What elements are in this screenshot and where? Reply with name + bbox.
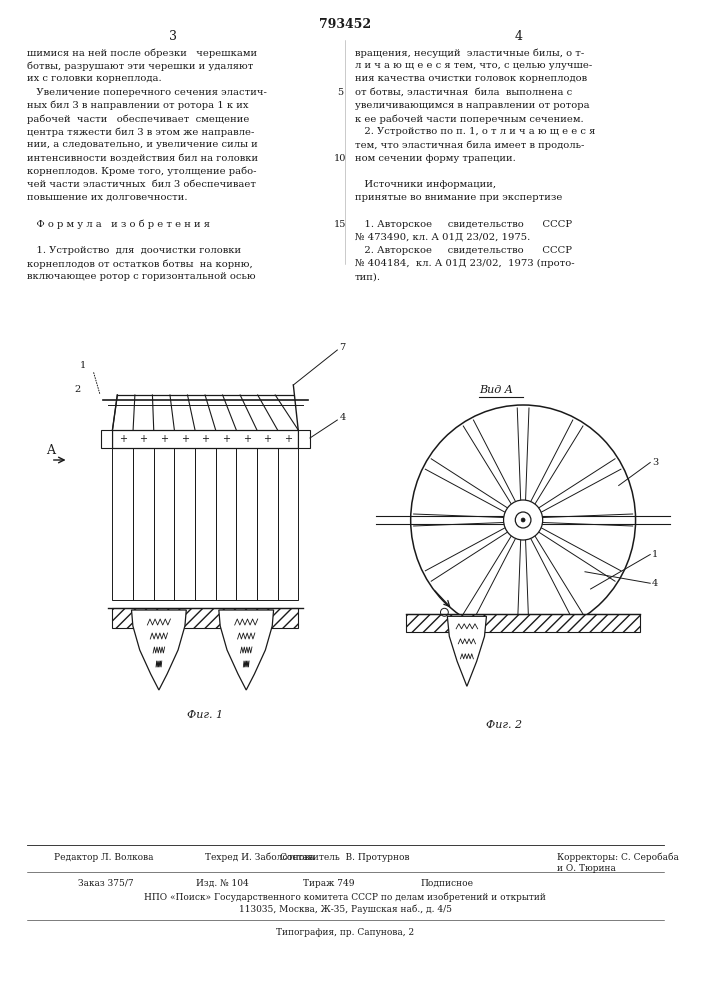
Bar [257,448,278,600]
Text: 1: 1 [80,360,86,369]
Text: A: A [47,444,55,456]
Text: шимися на ней после обрезки   черешками: шимися на ней после обрезки черешками [28,48,257,57]
Text: Подписное: Подписное [421,879,474,888]
Text: 113035, Москва, Ж-35, Раушская наб., д. 4/5: 113035, Москва, Ж-35, Раушская наб., д. … [239,904,452,914]
Bar [112,448,133,600]
Text: 1. Авторское     свидетельство      СССР: 1. Авторское свидетельство СССР [355,220,572,229]
Text: Ф о р м у л а   и з о б р е т е н и я: Ф о р м у л а и з о б р е т е н и я [28,220,211,229]
Text: л и ч а ю щ е е с я тем, что, с целью улучше-: л и ч а ю щ е е с я тем, что, с целью ул… [355,61,592,70]
Text: 1: 1 [652,550,658,559]
Text: 4: 4 [652,579,658,588]
Text: ных бил 3 в направлении от ротора 1 к их: ных бил 3 в направлении от ротора 1 к их [28,101,249,110]
Text: № 473490, кл. А 01Д 23/02, 1975.: № 473490, кл. А 01Д 23/02, 1975. [355,233,530,242]
Bar [195,448,216,600]
Text: 2: 2 [74,385,80,394]
Text: Фиг. 1: Фиг. 1 [187,710,223,720]
Text: +: + [284,434,292,444]
Text: тип).: тип). [355,272,381,281]
Text: их с головки корнеплода.: их с головки корнеплода. [28,74,162,83]
Polygon shape [448,616,486,686]
Text: 2. Авторское     свидетельство      СССР: 2. Авторское свидетельство СССР [355,246,572,255]
Text: Увеличение поперечного сечения эластич-: Увеличение поперечного сечения эластич- [28,88,267,97]
Text: +: + [263,434,271,444]
Text: ном сечении форму трапеции.: ном сечении форму трапеции. [355,154,515,163]
Text: № 404184,  кл. А 01Д 23/02,  1973 (прото-: № 404184, кл. А 01Д 23/02, 1973 (прото- [355,259,575,268]
Bar [278,448,298,600]
Text: +: + [181,434,189,444]
Text: Вид A: Вид A [479,385,513,395]
Bar [298,430,310,448]
Text: вращения, несущий  эластичные билы, о т-: вращения, несущий эластичные билы, о т- [355,48,584,57]
Text: +: + [139,434,148,444]
Text: к ее рабочей части поперечным сечением.: к ее рабочей части поперечным сечением. [355,114,583,123]
Bar [133,448,153,600]
Bar [153,448,175,600]
Text: Составитель  В. Протурнов: Составитель В. Протурнов [281,853,410,862]
Text: 4: 4 [514,30,522,43]
Text: Тираж 749: Тираж 749 [303,879,355,888]
Text: НПО «Поиск» Государственного комитета СССР по делам изобретений и открытий: НПО «Поиск» Государственного комитета СС… [144,892,546,902]
Text: 7: 7 [339,342,346,352]
Text: нии, а следовательно, и увеличение силы и: нии, а следовательно, и увеличение силы … [28,140,258,149]
Text: 1. Устройство  для  доочистки головки: 1. Устройство для доочистки головки [28,246,242,255]
Text: тем, что эластичная била имеет в продоль-: тем, что эластичная била имеет в продоль… [355,140,584,150]
Bar [112,430,298,448]
Circle shape [521,518,525,522]
Circle shape [515,512,531,528]
Bar [112,608,298,628]
Text: Источники информации,: Источники информации, [355,180,496,189]
Text: и О. Тюрина: и О. Тюрина [557,864,617,873]
Text: 3: 3 [169,30,177,43]
Text: повышение их долговечности.: повышение их долговечности. [28,193,188,202]
Text: интенсивности воздействия бил на головки: интенсивности воздействия бил на головки [28,154,259,163]
Text: 2. Устройство по п. 1, о т л и ч а ю щ е е с я: 2. Устройство по п. 1, о т л и ч а ю щ е… [355,127,595,136]
Text: Техред И. Заболотнова: Техред И. Заболотнова [205,853,315,862]
Text: увеличивающимся в направлении от ротора: увеличивающимся в направлении от ротора [355,101,590,110]
Text: 15: 15 [334,220,346,229]
Text: корнеплодов от остатков ботвы  на корню,: корнеплодов от остатков ботвы на корню, [28,259,253,269]
Text: Изд. № 104: Изд. № 104 [196,879,248,888]
Text: +: + [119,434,127,444]
Text: Редактор Л. Волкова: Редактор Л. Волкова [54,853,153,862]
Text: 10: 10 [334,154,346,163]
Text: Типография, пр. Сапунова, 2: Типография, пр. Сапунова, 2 [276,928,414,937]
Polygon shape [219,610,274,690]
Text: от ботвы, эластичная  била  выполнена с: от ботвы, эластичная била выполнена с [355,88,572,97]
Text: +: + [222,434,230,444]
Text: Корректоры: С. Серобаба: Корректоры: С. Серобаба [557,853,679,862]
Text: рабочей  части   обеспечивает  смещение: рабочей части обеспечивает смещение [28,114,250,123]
Text: Фиг. 2: Фиг. 2 [486,720,522,730]
Text: Заказ 375/7: Заказ 375/7 [78,879,134,888]
Text: корнеплодов. Кроме того, утолщение рабо-: корнеплодов. Кроме того, утолщение рабо- [28,167,257,176]
Text: 4: 4 [339,414,346,422]
Text: центра тяжести бил 3 в этом же направле-: центра тяжести бил 3 в этом же направле- [28,127,255,137]
Text: 3: 3 [652,458,658,467]
Text: 5: 5 [337,88,344,97]
Text: чей части эластичных  бил 3 обеспечивает: чей части эластичных бил 3 обеспечивает [28,180,257,189]
Text: включающее ротор с горизонтальной осью: включающее ротор с горизонтальной осью [28,272,256,281]
Bar [236,448,257,600]
Text: 793452: 793452 [319,18,371,31]
Text: ния качества очистки головок корнеплодов: ния качества очистки головок корнеплодов [355,74,587,83]
Circle shape [503,500,543,540]
Text: принятые во внимание при экспертизе: принятые во внимание при экспертизе [355,193,562,202]
Text: ботвы, разрушают эти черешки и удаляют: ботвы, разрушают эти черешки и удаляют [28,61,254,71]
Text: +: + [243,434,250,444]
Bar [175,448,195,600]
Text: +: + [201,434,209,444]
Polygon shape [132,610,186,690]
Bar [406,614,641,632]
Bar [372,614,674,637]
Text: +: + [160,434,168,444]
Bar [100,430,112,448]
Bar [216,448,236,600]
